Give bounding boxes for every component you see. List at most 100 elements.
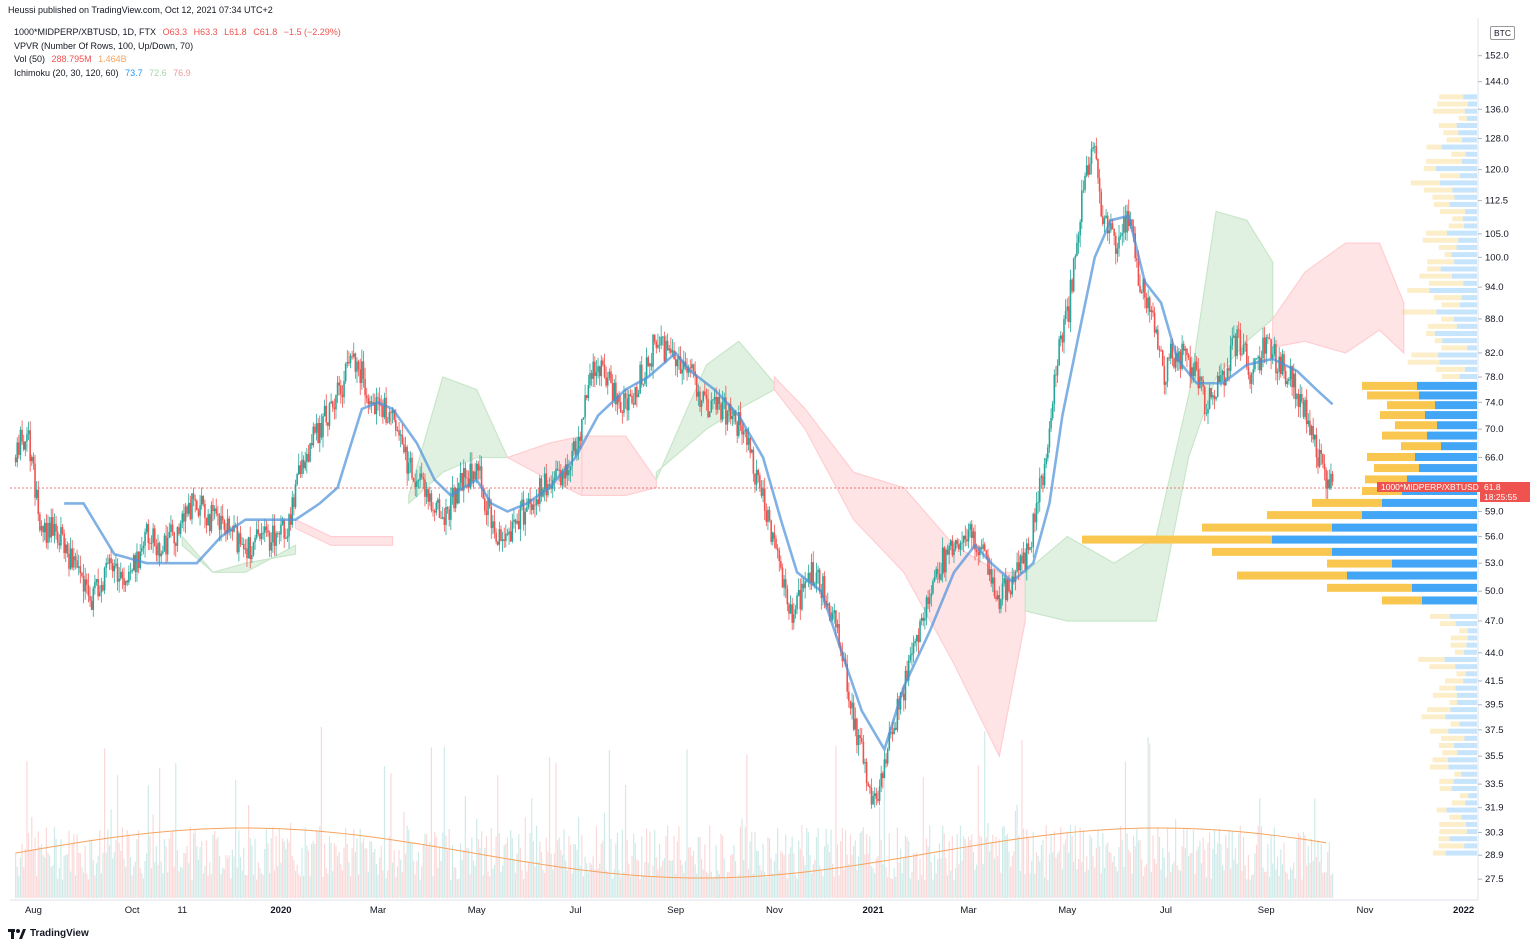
volume-bar	[1296, 839, 1298, 898]
volume-bar	[429, 842, 431, 898]
candle-body	[568, 470, 570, 476]
volume-bar	[27, 832, 30, 898]
volume-bar	[906, 837, 908, 898]
volume-bar	[1202, 837, 1204, 898]
volume-bar	[909, 878, 911, 898]
vp-row-faint	[1449, 836, 1477, 842]
volume-bar	[1242, 836, 1245, 898]
candle-body	[1213, 395, 1216, 400]
candle-body	[68, 553, 70, 569]
volume-bar	[1013, 851, 1015, 898]
volume-bar	[1215, 854, 1217, 898]
candle-body	[496, 541, 499, 545]
candle-body	[43, 522, 46, 533]
vp-row-faint	[1442, 750, 1458, 756]
volume-bar	[1090, 837, 1093, 898]
volume-bar	[1189, 853, 1191, 898]
candle-body	[391, 410, 394, 414]
volume-bar	[503, 845, 505, 898]
candle-body	[276, 533, 279, 534]
vp-row-faint	[1425, 230, 1448, 236]
candle-body	[671, 350, 674, 353]
volume-bar	[942, 825, 944, 898]
vp-row-faint	[1426, 144, 1442, 150]
volume-bar	[341, 870, 344, 898]
vp-row-faint	[1432, 108, 1465, 114]
volume-bar	[180, 866, 182, 898]
volume-bar	[1128, 849, 1130, 898]
volume-bar	[793, 853, 795, 898]
vp-row-faint	[1440, 209, 1466, 215]
candle-body	[1252, 369, 1255, 374]
candle-body	[1097, 158, 1099, 179]
volume-bar	[1111, 862, 1114, 898]
vp-row-faint	[1451, 252, 1477, 258]
volume-bar	[963, 836, 965, 898]
candle-body	[50, 517, 53, 538]
candle-body	[833, 610, 836, 614]
volume-bar	[1310, 839, 1313, 898]
vp-row-faint	[1457, 699, 1477, 705]
tradingview-logo[interactable]: TradingView	[8, 928, 89, 939]
candle-body	[267, 530, 269, 533]
candle-body	[1221, 371, 1224, 375]
volume-bar	[442, 832, 444, 898]
candle-body	[89, 596, 91, 601]
volume-bar	[1184, 847, 1186, 898]
volume-bar	[1273, 827, 1275, 898]
candle-body	[302, 459, 305, 469]
candle-body	[535, 499, 538, 506]
candle-body	[1187, 355, 1190, 358]
candle-body	[288, 514, 290, 537]
candle-body	[594, 361, 596, 377]
volume-bar	[1191, 852, 1193, 898]
volume-bar	[794, 875, 797, 898]
volume-bar	[1322, 872, 1324, 898]
vp-row-faint	[1437, 101, 1468, 107]
candle-body	[95, 578, 98, 582]
candle-body	[213, 508, 216, 512]
candle-body	[144, 531, 146, 546]
vp-row-faint	[1462, 216, 1477, 222]
candle-body	[752, 449, 755, 474]
candle-body	[128, 571, 130, 583]
volume-bar	[576, 850, 578, 898]
cloud-span-2	[408, 376, 509, 505]
candle-body	[993, 577, 996, 597]
volume-bar	[896, 827, 898, 898]
candle-body	[359, 369, 362, 384]
price-tag-price: 61.8	[1484, 482, 1501, 492]
volume-bar	[785, 834, 787, 898]
volume-bar	[484, 847, 486, 898]
vp-row-faint	[1450, 707, 1477, 713]
candle-body	[153, 528, 156, 547]
volume-bar	[772, 873, 774, 898]
volume-bar	[86, 874, 88, 898]
candle-body	[797, 589, 800, 596]
volume-bar	[358, 874, 360, 898]
candle-body	[657, 344, 659, 348]
candle-body	[30, 456, 33, 462]
candle-body	[141, 548, 143, 552]
vp-row-faint	[1439, 94, 1464, 100]
candle-body	[1215, 396, 1217, 400]
candle-body	[1136, 258, 1138, 261]
candle-body	[1171, 343, 1174, 359]
currency-badge[interactable]: BTC	[1490, 26, 1515, 40]
candle-body	[1032, 513, 1035, 547]
volume-bar	[115, 840, 117, 898]
volume-bar	[178, 871, 180, 898]
volume-bar	[1158, 837, 1161, 898]
candle-body	[430, 493, 433, 511]
candle-body	[56, 531, 59, 544]
volume-bar	[382, 870, 384, 898]
vp-row-faint	[1463, 280, 1477, 286]
volume-bar	[623, 871, 625, 898]
volume-bar	[819, 865, 821, 898]
candle-body	[1166, 357, 1169, 382]
candle-body	[1236, 329, 1238, 357]
vp-row-down	[1374, 464, 1419, 473]
volume-bar	[654, 830, 656, 898]
price-tick-label: 112.5	[1485, 196, 1508, 207]
